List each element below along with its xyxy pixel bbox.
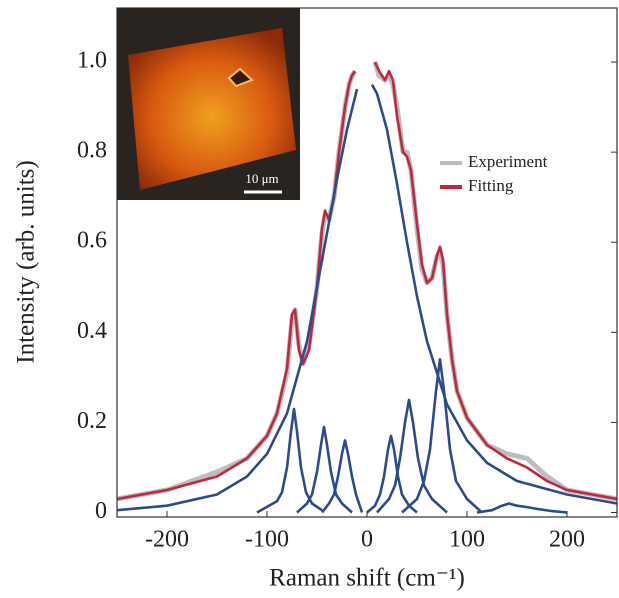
y-tick-label: 0.2 (77, 408, 107, 434)
series-line (366, 434, 418, 514)
series-line (116, 88, 359, 512)
scale-bar-label: 10 μm (245, 171, 278, 186)
y-axis-title: Intensity (arb. units) (13, 160, 40, 363)
legend-label: Fitting (468, 176, 514, 195)
series-line (376, 398, 448, 514)
x-tick-label: 0 (361, 527, 373, 553)
series-line (476, 502, 568, 514)
series-line (320, 439, 364, 514)
inset: 10 μm (117, 8, 300, 200)
plot-area (116, 61, 618, 514)
x-tick-label: -200 (145, 527, 189, 553)
series-line (116, 61, 618, 501)
x-tick-label: 200 (549, 527, 585, 553)
x-tick-label: 100 (449, 527, 485, 553)
x-tick-label: -100 (245, 527, 289, 553)
series-line (296, 425, 353, 514)
y-tick-label: 0.6 (77, 228, 107, 254)
y-tick-label: 0 (95, 498, 107, 524)
series-line (401, 358, 483, 514)
series-line (256, 407, 323, 514)
legend-label: Experiment (468, 152, 548, 171)
series-line (370, 83, 618, 505)
inset-hole (227, 67, 254, 88)
inset-flake (128, 28, 296, 190)
y-tick-label: 0.8 (77, 138, 107, 164)
y-tick-label: 0.4 (77, 318, 107, 344)
x-axis-title: Raman shift (cm⁻¹) (269, 565, 465, 592)
y-tick-label: 1.0 (77, 48, 107, 74)
